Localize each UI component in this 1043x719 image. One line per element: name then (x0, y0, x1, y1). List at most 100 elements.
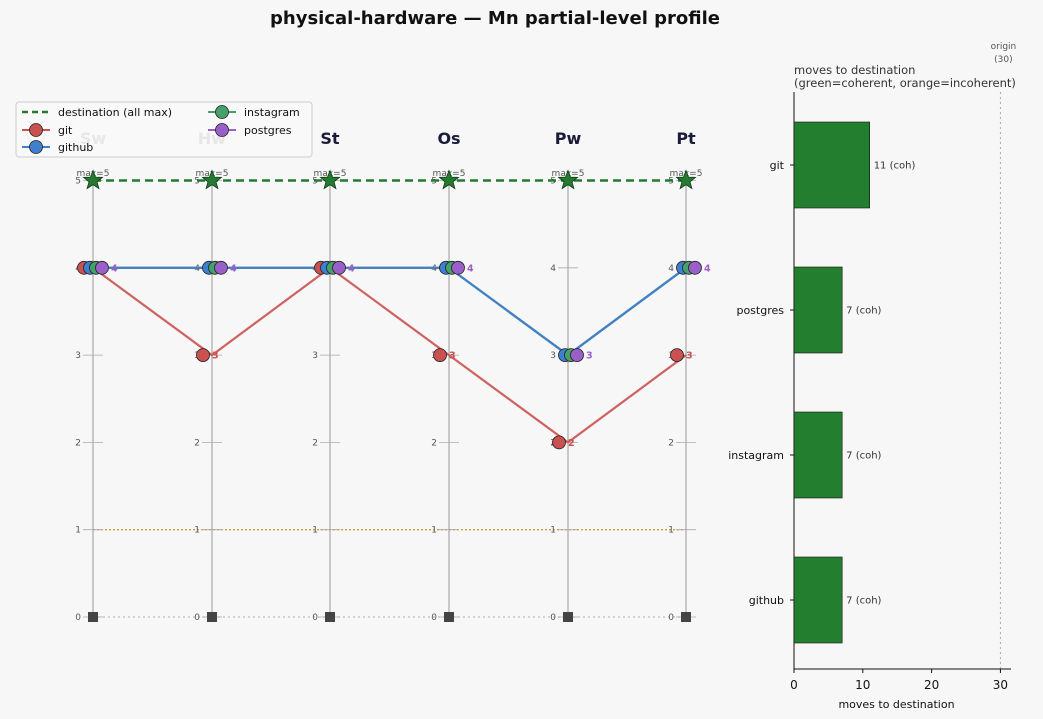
bar-value-label: 7 (coh) (846, 306, 881, 317)
axis-tick-label: 0 (194, 613, 200, 623)
series-value-label: 4 (467, 263, 474, 274)
legend-item-postgres: postgres (208, 123, 292, 137)
axis-tick-label: 4 (668, 264, 674, 274)
bar-rect (793, 556, 843, 644)
axis-Sw: Swmax=5012345 (75, 129, 109, 623)
series-marker-postgres (570, 348, 584, 363)
axis-tick-label: 3 (75, 351, 81, 361)
axis-origin-marker (681, 612, 691, 622)
bar-x-tick-label: 10 (855, 678, 870, 692)
axis-tick-label: 0 (312, 613, 318, 623)
series-value-label: 3 (212, 351, 219, 362)
axis-tick-label: 4 (550, 264, 556, 274)
bar-git: git 11 (coh) (770, 121, 916, 209)
axis-label: St (320, 129, 340, 148)
series-marker-git (670, 348, 684, 363)
axis-tick-label: 0 (668, 613, 674, 623)
series-value-label: 4 (348, 263, 355, 274)
axis-tick-label: 1 (194, 526, 200, 536)
series-marker-git (433, 348, 447, 363)
axis-tick-label: 0 (550, 613, 556, 623)
legend-marker (29, 123, 43, 137)
legend-marker (215, 123, 229, 137)
chart-title: physical-hardware — Mn partial-level pro… (270, 8, 720, 29)
legend: destination (all max) git github instagram p… (15, 101, 313, 158)
bar-x-axis-label: moves to destination (838, 698, 954, 711)
legend-marker (215, 105, 229, 119)
axis-label: Pt (676, 129, 696, 148)
axis-tick-label: 1 (431, 526, 437, 536)
axis-tick-label: 2 (194, 438, 200, 448)
axis-tick-label: 5 (75, 177, 81, 187)
axis-tick-label: 2 (312, 438, 318, 448)
legend-label: git (58, 124, 73, 137)
bar-x-tick-label: 20 (924, 678, 939, 692)
axis-origin-marker (88, 612, 98, 622)
axis-Pt: Ptmax=5012345 (668, 129, 702, 623)
series-value-label: 3 (686, 351, 693, 362)
legend-label: postgres (244, 124, 292, 137)
bar-rect (793, 121, 870, 209)
series-value-label: 4 (111, 263, 118, 274)
legend-item-git: git (22, 123, 73, 137)
axis-St: Stmax=5012345 (312, 129, 346, 623)
series-marker-postgres (688, 260, 702, 275)
series-marker-postgres (95, 260, 109, 275)
axis-tick-label: 2 (431, 438, 437, 448)
series-value-label: 3 (586, 351, 593, 362)
series-marker-postgres (451, 260, 465, 275)
axis-tick-label: 2 (668, 438, 674, 448)
destination-star (201, 169, 223, 190)
series-value-label: 4 (704, 263, 711, 274)
bar-chart-title-line2: (green=coherent, orange=incoherent) (794, 76, 1016, 90)
legend-label: github (58, 141, 93, 154)
axis-origin-marker (444, 612, 454, 622)
bar-github: github 7 (coh) (749, 556, 882, 644)
bar-value-label: 7 (coh) (846, 596, 881, 607)
axis-label: Pw (555, 129, 582, 148)
bar-value-label: 7 (coh) (846, 451, 881, 462)
bar-instagram: instagram 7 (coh) (728, 411, 882, 499)
series-marker-git (552, 435, 566, 450)
legend-item-instagram: instagram (208, 105, 300, 119)
series-value-label: 4 (230, 263, 237, 274)
bar-x-tick-label: 30 (993, 678, 1008, 692)
legend-label: instagram (244, 106, 300, 119)
origin-label-line1: origin (991, 42, 1017, 52)
axis-tick-label: 0 (75, 613, 81, 623)
bar-chart-title-line1: moves to destination (794, 63, 915, 77)
origin-label-line2: (30) (994, 55, 1012, 65)
series-marker-postgres (214, 260, 228, 275)
axis-label: Os (437, 129, 460, 148)
bar-category-label: postgres (736, 304, 784, 317)
legend-label: destination (all max) (58, 106, 172, 119)
axis-tick-label: 2 (75, 438, 81, 448)
axis-Hw: Hwmax=5012345 (194, 129, 228, 623)
axis-tick-label: 3 (550, 351, 556, 361)
legend-item-github: github (22, 140, 93, 154)
series-line-github (93, 266, 687, 357)
bar-category-label: instagram (728, 449, 784, 462)
axis-tick-label: 1 (75, 526, 81, 536)
series-line-git (92, 266, 687, 444)
bar-rect (793, 411, 843, 499)
destination-star (319, 169, 341, 190)
legend-item-destination: destination (all max) (22, 106, 172, 119)
series-marker-git (196, 348, 210, 363)
axis-origin-marker (563, 612, 573, 622)
legend-marker (29, 140, 43, 154)
bar-category-label: git (770, 159, 785, 172)
axis-tick-label: 1 (668, 526, 674, 536)
series-marker-postgres (332, 260, 346, 275)
bar-category-label: github (749, 594, 784, 607)
axis-origin-marker (325, 612, 335, 622)
axis-tick-label: 1 (550, 526, 556, 536)
axis-origin-marker (207, 612, 217, 622)
axis-tick-label: 0 (431, 613, 437, 623)
axis-tick-label: 1 (312, 526, 318, 536)
axis-tick-label: 3 (312, 351, 318, 361)
legend-box (15, 101, 313, 158)
bar-value-label: 11 (coh) (874, 161, 916, 172)
